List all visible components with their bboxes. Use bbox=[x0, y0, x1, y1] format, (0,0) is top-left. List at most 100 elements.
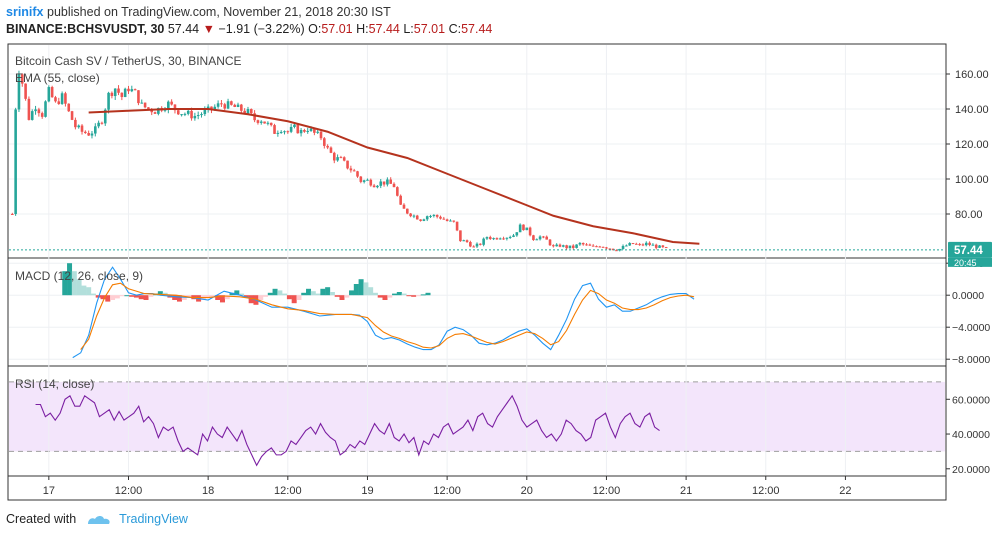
histogram-bar bbox=[282, 293, 288, 296]
candle-body bbox=[289, 126, 293, 132]
candle-body bbox=[339, 157, 343, 159]
candle-body bbox=[555, 244, 558, 247]
candle-body bbox=[236, 104, 240, 108]
histogram-bar bbox=[100, 295, 106, 300]
candle-body bbox=[605, 247, 608, 249]
candle-body bbox=[173, 104, 177, 111]
histogram-bar bbox=[258, 295, 264, 300]
candle-body bbox=[210, 106, 213, 110]
candle-body bbox=[319, 131, 323, 139]
x-tick-label: 12:00 bbox=[274, 485, 302, 497]
candle-body bbox=[216, 103, 220, 107]
candle-body bbox=[442, 218, 446, 220]
x-tick-label: 12:00 bbox=[433, 485, 461, 497]
rsi-pane[interactable]: RSI (14, close) bbox=[15, 377, 660, 467]
histogram-bar bbox=[329, 292, 335, 296]
footer: Created with TradingView bbox=[6, 512, 188, 527]
candle-body bbox=[575, 244, 578, 248]
candle-body bbox=[498, 238, 502, 240]
candle-body bbox=[591, 245, 595, 247]
candle-body bbox=[17, 74, 21, 110]
price-axis[interactable]: 80.00 100.00 120.00 140.00 160.00 bbox=[946, 69, 989, 221]
candle-body bbox=[223, 104, 227, 109]
price-pane[interactable]: Bitcoin Cash SV / TetherUS, 30, BINANCE … bbox=[9, 54, 945, 252]
x-tick-label: 19 bbox=[361, 485, 373, 497]
histogram-bar bbox=[344, 295, 350, 298]
histogram-bar bbox=[162, 292, 168, 296]
candle-body bbox=[625, 245, 628, 247]
candle-body bbox=[601, 246, 605, 248]
histogram-bar bbox=[90, 293, 96, 296]
histogram-bar bbox=[411, 295, 417, 297]
tradingview-brand[interactable]: TradingView bbox=[119, 512, 188, 526]
x-tick-label: 12:00 bbox=[593, 485, 621, 497]
candle-body bbox=[621, 245, 625, 249]
candle-body bbox=[664, 247, 668, 249]
candle-body bbox=[488, 237, 492, 239]
x-tick-label: 22 bbox=[839, 485, 851, 497]
grid-lines bbox=[9, 45, 945, 475]
candle-body bbox=[386, 179, 389, 185]
candle-body bbox=[346, 160, 349, 169]
candle-body bbox=[14, 109, 17, 215]
candle-body bbox=[565, 245, 568, 249]
candle-body bbox=[515, 232, 519, 236]
histogram-bar bbox=[62, 271, 68, 296]
candle-body bbox=[382, 181, 386, 185]
candle-body bbox=[276, 132, 280, 134]
candle-body bbox=[70, 111, 74, 120]
candle-body bbox=[532, 235, 535, 241]
countdown-badge bbox=[948, 257, 992, 267]
candle-body bbox=[631, 243, 635, 245]
signal-line bbox=[80, 282, 695, 350]
candle-body bbox=[143, 102, 147, 108]
rsi-label: RSI (14, close) bbox=[15, 377, 94, 391]
candle-body bbox=[462, 240, 466, 242]
last-price-badge bbox=[948, 241, 992, 258]
histogram-bar bbox=[71, 271, 77, 296]
author-link[interactable]: srinifx bbox=[6, 5, 44, 19]
candle-body bbox=[376, 185, 379, 188]
tradingview-logo-icon bbox=[87, 515, 110, 524]
candle-body bbox=[186, 110, 190, 114]
macd-pane[interactable]: MACD (12, 26, close, 9) bbox=[15, 263, 695, 359]
candle-body bbox=[439, 216, 442, 219]
histogram-bar bbox=[105, 295, 111, 302]
histogram-bar bbox=[396, 292, 402, 296]
y-tick-label: −8.0000 bbox=[952, 354, 990, 366]
candle-body bbox=[638, 244, 641, 246]
candle-body bbox=[422, 219, 426, 221]
histogram-bar bbox=[382, 295, 388, 300]
histogram-bar bbox=[415, 295, 421, 297]
histogram-bar bbox=[334, 295, 340, 297]
candle-body bbox=[518, 224, 522, 233]
candle-body bbox=[449, 220, 452, 222]
candle-body bbox=[20, 74, 24, 84]
y-tick-label: 0.0000 bbox=[952, 290, 984, 302]
y-tick-label: 80.00 bbox=[955, 209, 983, 221]
candle-body bbox=[522, 224, 525, 231]
ema-label: EMA (55, close) bbox=[15, 71, 100, 85]
candle-body bbox=[117, 88, 120, 93]
candle-body bbox=[190, 110, 193, 119]
y-tick-label: 60.0000 bbox=[952, 394, 990, 406]
candle-body bbox=[253, 113, 256, 121]
macd-label: MACD (12, 26, close, 9) bbox=[15, 269, 143, 283]
candle-body bbox=[459, 230, 462, 242]
histogram-bar bbox=[157, 291, 163, 296]
candle-body bbox=[273, 125, 276, 134]
candles bbox=[11, 70, 668, 252]
candle-body bbox=[608, 248, 612, 250]
candle-body bbox=[286, 131, 290, 133]
candle-body bbox=[512, 235, 515, 237]
candle-body bbox=[203, 109, 207, 115]
candle-body bbox=[47, 87, 51, 102]
time-axis[interactable]: 17 12:00 18 12:00 19 12:00 20 12:00 21 12:00 22 bbox=[43, 476, 852, 497]
rsi-axis[interactable]: 20.0000 40.0000 60.0000 bbox=[946, 394, 990, 476]
histogram-bar bbox=[210, 295, 216, 297]
candle-body bbox=[369, 179, 373, 186]
candle-body bbox=[80, 125, 84, 132]
down-arrow-icon: ▼ bbox=[202, 22, 215, 36]
